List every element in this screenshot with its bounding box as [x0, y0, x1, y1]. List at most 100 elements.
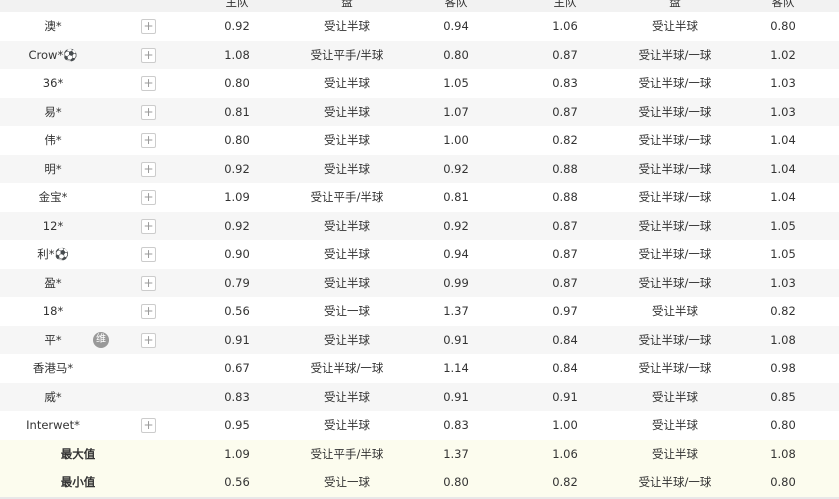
summary-row: 最大值 1.09 受让平手/半球 1.37 1.06 受让半球 1.08 — [0, 439, 839, 468]
company-name[interactable]: 易* — [44, 104, 62, 119]
company-name[interactable]: 12* — [42, 218, 64, 233]
odds-a2: 1.03 — [770, 104, 796, 119]
table-row: 利*⚽ +0.90 受让半球 0.94 0.87 受让半球/一球 1.05 — [0, 240, 839, 269]
odds-p2: 受让半球/一球 — [638, 161, 712, 176]
table-row: 澳* +0.92 受让半球 0.94 1.06 受让半球 0.80 — [0, 12, 839, 41]
odds-p1: 受让半球 — [324, 133, 370, 148]
plus-icon[interactable]: + — [141, 190, 156, 205]
company-name[interactable]: 金宝* — [38, 190, 68, 205]
odds-p2: 受让半球 — [652, 19, 698, 34]
plus-icon[interactable]: + — [141, 218, 156, 234]
odds-h1: 0.79 — [224, 275, 250, 290]
company-name: 最大值 — [60, 446, 96, 461]
company-name[interactable]: 36* — [42, 76, 64, 91]
company-name[interactable]: 伟* — [44, 133, 62, 148]
odds-p1: 受让半球 — [324, 104, 370, 119]
odds-p1: 受让半球 — [324, 218, 370, 233]
odds-p1: 受让半球 — [324, 275, 370, 290]
odds-a2: 1.08 — [770, 446, 796, 461]
odds-h2: 1.06 — [552, 446, 578, 461]
odds-h2: 1.00 — [552, 418, 578, 433]
table-row: 易* +0.81 受让半球 1.07 0.87 受让半球/一球 1.03 — [0, 97, 839, 126]
plus-icon[interactable]: + — [141, 104, 156, 120]
plus-icon[interactable]: + — [141, 76, 156, 91]
odds-h2: 1.06 — [552, 19, 578, 34]
company-name[interactable]: 平* — [44, 332, 62, 347]
odds-a1: 0.92 — [443, 161, 469, 176]
table-row: 金宝* +1.09 受让平手/半球 0.81 0.88 受让半球/一球 1.04 — [0, 183, 839, 212]
odds-h1: 0.83 — [224, 389, 250, 404]
company-name[interactable]: Interwet* — [26, 418, 80, 433]
company-name[interactable]: 澳* — [44, 19, 62, 34]
table-row: 明* +0.92 受让半球 0.92 0.88 受让半球/一球 1.04 — [0, 154, 839, 183]
odds-h1: 0.92 — [224, 218, 250, 233]
company-name[interactable]: 明* — [44, 161, 62, 176]
odds-p2: 受让半球/一球 — [638, 275, 712, 290]
header-away-1: 客队 — [444, 0, 468, 9]
plus-icon[interactable]: + — [141, 418, 156, 433]
table-row: 盈* +0.79 受让半球 0.99 0.87 受让半球/一球 1.03 — [0, 268, 839, 297]
odds-h2: 0.87 — [552, 247, 578, 262]
odds-h2: 0.84 — [552, 332, 578, 347]
company-name: 最小值 — [60, 475, 96, 490]
table-row: 伟* +0.80 受让半球 1.00 0.82 受让半球/一球 1.04 — [0, 126, 839, 155]
table-row: Interwet* +0.95 受让半球 0.83 1.00 受让半球 0.80 — [0, 411, 839, 440]
odds-a1: 1.14 — [443, 361, 469, 376]
table-row: 威* 0.83 受让半球 0.91 0.91 受让半球 0.85 — [0, 382, 839, 411]
odds-p2: 受让半球/一球 — [638, 218, 712, 233]
maintenance-badge: 维 — [93, 331, 109, 348]
odds-p1: 受让半球 — [324, 332, 370, 347]
odds-h2: 0.82 — [552, 133, 578, 148]
odds-p1: 受让平手/半球 — [310, 47, 384, 62]
odds-h1: 0.95 — [224, 418, 250, 433]
company-name[interactable]: 利*⚽ — [37, 247, 69, 262]
odds-a2: 1.04 — [770, 190, 796, 205]
odds-a2: 0.80 — [770, 475, 796, 490]
company-name[interactable]: 18* — [42, 304, 64, 319]
odds-a1: 1.37 — [443, 446, 469, 461]
odds-a1: 0.80 — [443, 47, 469, 62]
plus-icon[interactable]: + — [141, 133, 156, 148]
plus-icon[interactable]: + — [141, 247, 156, 262]
table-row: 12* +0.92 受让半球 0.92 0.87 受让半球/一球 1.05 — [0, 211, 839, 240]
plus-icon[interactable]: + — [141, 304, 156, 319]
odds-p2: 受让半球 — [652, 418, 698, 433]
odds-p1: 受让平手/半球 — [310, 190, 384, 205]
odds-p2: 受让半球/一球 — [638, 361, 712, 376]
odds-h1: 0.80 — [224, 133, 250, 148]
odds-h1: 0.80 — [224, 76, 250, 91]
odds-a2: 0.98 — [770, 361, 796, 376]
odds-p1: 受让半球 — [324, 418, 370, 433]
company-name[interactable]: 香港马* — [32, 361, 74, 376]
odds-p2: 受让半球/一球 — [638, 104, 712, 119]
odds-a2: 0.82 — [770, 304, 796, 319]
odds-h2: 0.87 — [552, 47, 578, 62]
plus-icon[interactable]: + — [141, 275, 156, 291]
odds-a2: 0.85 — [770, 389, 796, 404]
odds-h1: 0.67 — [224, 361, 250, 376]
plus-icon[interactable]: + — [141, 161, 156, 177]
company-name[interactable]: 威* — [44, 389, 62, 404]
plus-icon[interactable]: + — [141, 332, 156, 348]
odds-a2: 1.08 — [770, 332, 796, 347]
odds-h1: 1.09 — [224, 446, 250, 461]
plus-icon[interactable]: + — [141, 47, 156, 63]
odds-p2: 受让半球/一球 — [638, 247, 712, 262]
odds-h1: 0.91 — [224, 332, 250, 347]
odds-p1: 受让半球 — [324, 19, 370, 34]
header-handicap-2: 盘 — [669, 0, 681, 9]
odds-h1: 0.56 — [224, 304, 250, 319]
odds-p2: 受让半球/一球 — [638, 332, 712, 347]
odds-a2: 1.02 — [770, 47, 796, 62]
company-name[interactable]: Crow*⚽ — [28, 47, 78, 62]
odds-p2: 受让半球/一球 — [638, 76, 712, 91]
company-name[interactable]: 盈* — [44, 275, 62, 290]
odds-h2: 0.82 — [552, 475, 578, 490]
odds-a1: 1.00 — [443, 133, 469, 148]
odds-a1: 1.07 — [443, 104, 469, 119]
odds-a1: 0.80 — [443, 475, 469, 490]
odds-h1: 0.81 — [224, 104, 250, 119]
plus-icon[interactable]: + — [141, 19, 156, 34]
header-home-1: 主队 — [225, 0, 249, 9]
odds-a2: 1.04 — [770, 161, 796, 176]
